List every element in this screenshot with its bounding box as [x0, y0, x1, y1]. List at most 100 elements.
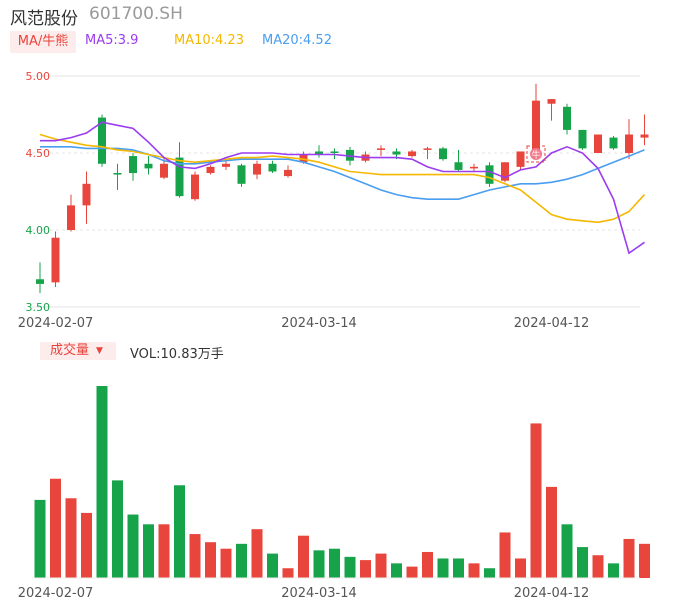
- volume-bar: [112, 480, 123, 578]
- volume-date-tick-label: 2024-02-07: [18, 586, 94, 601]
- candle-body: [222, 163, 230, 167]
- volume-bar: [561, 524, 573, 578]
- candle-body: [315, 151, 323, 155]
- ma-toggle-button[interactable]: MA/牛熊: [10, 31, 76, 53]
- volume-bar: [422, 551, 433, 578]
- volume-bar: [65, 498, 77, 578]
- ma5-label: MA5:3.9: [85, 33, 139, 48]
- price-date-tick-label: 2024-03-14: [281, 316, 357, 331]
- volume-bar: [437, 558, 449, 578]
- volume-bar: [96, 386, 108, 578]
- stock-code: 601700.SH: [89, 4, 183, 24]
- volume-bar: [298, 535, 309, 578]
- candle-body: [67, 205, 75, 230]
- candle-body: [578, 129, 587, 149]
- ma5-line: [40, 121, 645, 255]
- price-axis-tick-label: 5.00: [26, 70, 51, 83]
- price-axis-tick-label: 4.00: [26, 224, 51, 237]
- candle-body: [609, 137, 618, 149]
- volume-bar: [236, 543, 247, 578]
- bull-marker-icon: [530, 148, 542, 160]
- volume-bar: [639, 543, 650, 578]
- volume-bar: [623, 538, 635, 578]
- volume-bar: [81, 512, 92, 578]
- volume-bar: [158, 524, 170, 578]
- candle-body: [392, 151, 401, 155]
- volume-bar: [189, 534, 201, 578]
- candle-body: [516, 151, 525, 167]
- volume-bar: [251, 529, 263, 578]
- candle-body: [144, 163, 153, 169]
- volume-bar: [344, 556, 356, 578]
- candle-body: [284, 169, 292, 177]
- candle-body: [501, 162, 509, 181]
- volume-bar: [50, 478, 61, 578]
- volume-bar: [267, 553, 278, 578]
- volume-bar: [205, 542, 216, 578]
- candle-body: [237, 165, 246, 184]
- volume-date-tick-label: 2024-04-12: [514, 586, 590, 601]
- ma10-line: [39, 133, 646, 224]
- volume-bar: [174, 485, 185, 578]
- volume-bar: [577, 547, 588, 578]
- bull-marker-label: 牛: [531, 149, 540, 161]
- volume-bar: [499, 532, 511, 578]
- candle-body: [160, 163, 168, 178]
- volume-bar: [391, 563, 402, 578]
- caret-down-icon: ▼: [96, 346, 103, 356]
- volume-bar: [143, 524, 154, 578]
- volume-bar: [546, 486, 557, 578]
- ma10-label: MA10:4.23: [174, 33, 244, 48]
- candle-body: [253, 163, 261, 175]
- candle-body: [175, 157, 184, 197]
- volume-bar: [468, 563, 480, 578]
- volume-bar: [360, 560, 371, 578]
- price-axis-tick-label: 4.50: [26, 147, 51, 160]
- price-date-tick-label: 2024-02-07: [18, 316, 94, 331]
- candle-body: [640, 134, 649, 138]
- candle-body: [268, 163, 277, 172]
- volume-value-label: VOL:10.83万手: [130, 347, 224, 362]
- candle-body: [206, 166, 215, 174]
- volume-toggle-button[interactable]: 成交量 ▼: [40, 342, 116, 360]
- volume-bar: [220, 548, 232, 578]
- candle-body: [454, 162, 463, 170]
- candle-body: [532, 100, 540, 150]
- volume-bar: [515, 558, 526, 578]
- candle-body: [408, 151, 416, 157]
- bull-marker-frame: [526, 145, 546, 163]
- volume-bar: [406, 566, 418, 578]
- ma20-label: MA20:4.52: [262, 33, 332, 48]
- stock-name: 风范股份: [10, 9, 78, 29]
- candle-body: [330, 151, 339, 153]
- volume-bar: [329, 548, 340, 578]
- price-axis-tick-label: 3.50: [26, 301, 51, 314]
- volume-bar: [530, 423, 542, 578]
- candle-body: [423, 148, 432, 150]
- candle-body: [377, 148, 385, 150]
- volume-bar: [608, 563, 619, 578]
- candle-body: [547, 99, 556, 104]
- candle-body: [625, 134, 633, 153]
- volume-date-tick-label: 2024-03-14: [281, 586, 357, 601]
- candle-body: [36, 279, 44, 284]
- volume-bar: [34, 499, 46, 578]
- price-date-tick-label: 2024-04-12: [514, 316, 590, 331]
- volume-bar: [282, 568, 294, 578]
- volume-bar: [484, 568, 495, 578]
- candle-body: [98, 117, 106, 164]
- candle-body: [51, 237, 60, 283]
- candle-body: [191, 174, 199, 200]
- volume-bar: [453, 558, 464, 578]
- candle-body: [113, 173, 122, 175]
- candle-body: [129, 156, 137, 174]
- candle-body: [563, 106, 571, 130]
- candle-body: [485, 165, 494, 184]
- candle-body: [439, 148, 447, 160]
- volume-bar: [592, 555, 604, 578]
- candle-body: [470, 166, 478, 169]
- candle-body: [299, 154, 308, 163]
- volume-bar: [375, 553, 387, 578]
